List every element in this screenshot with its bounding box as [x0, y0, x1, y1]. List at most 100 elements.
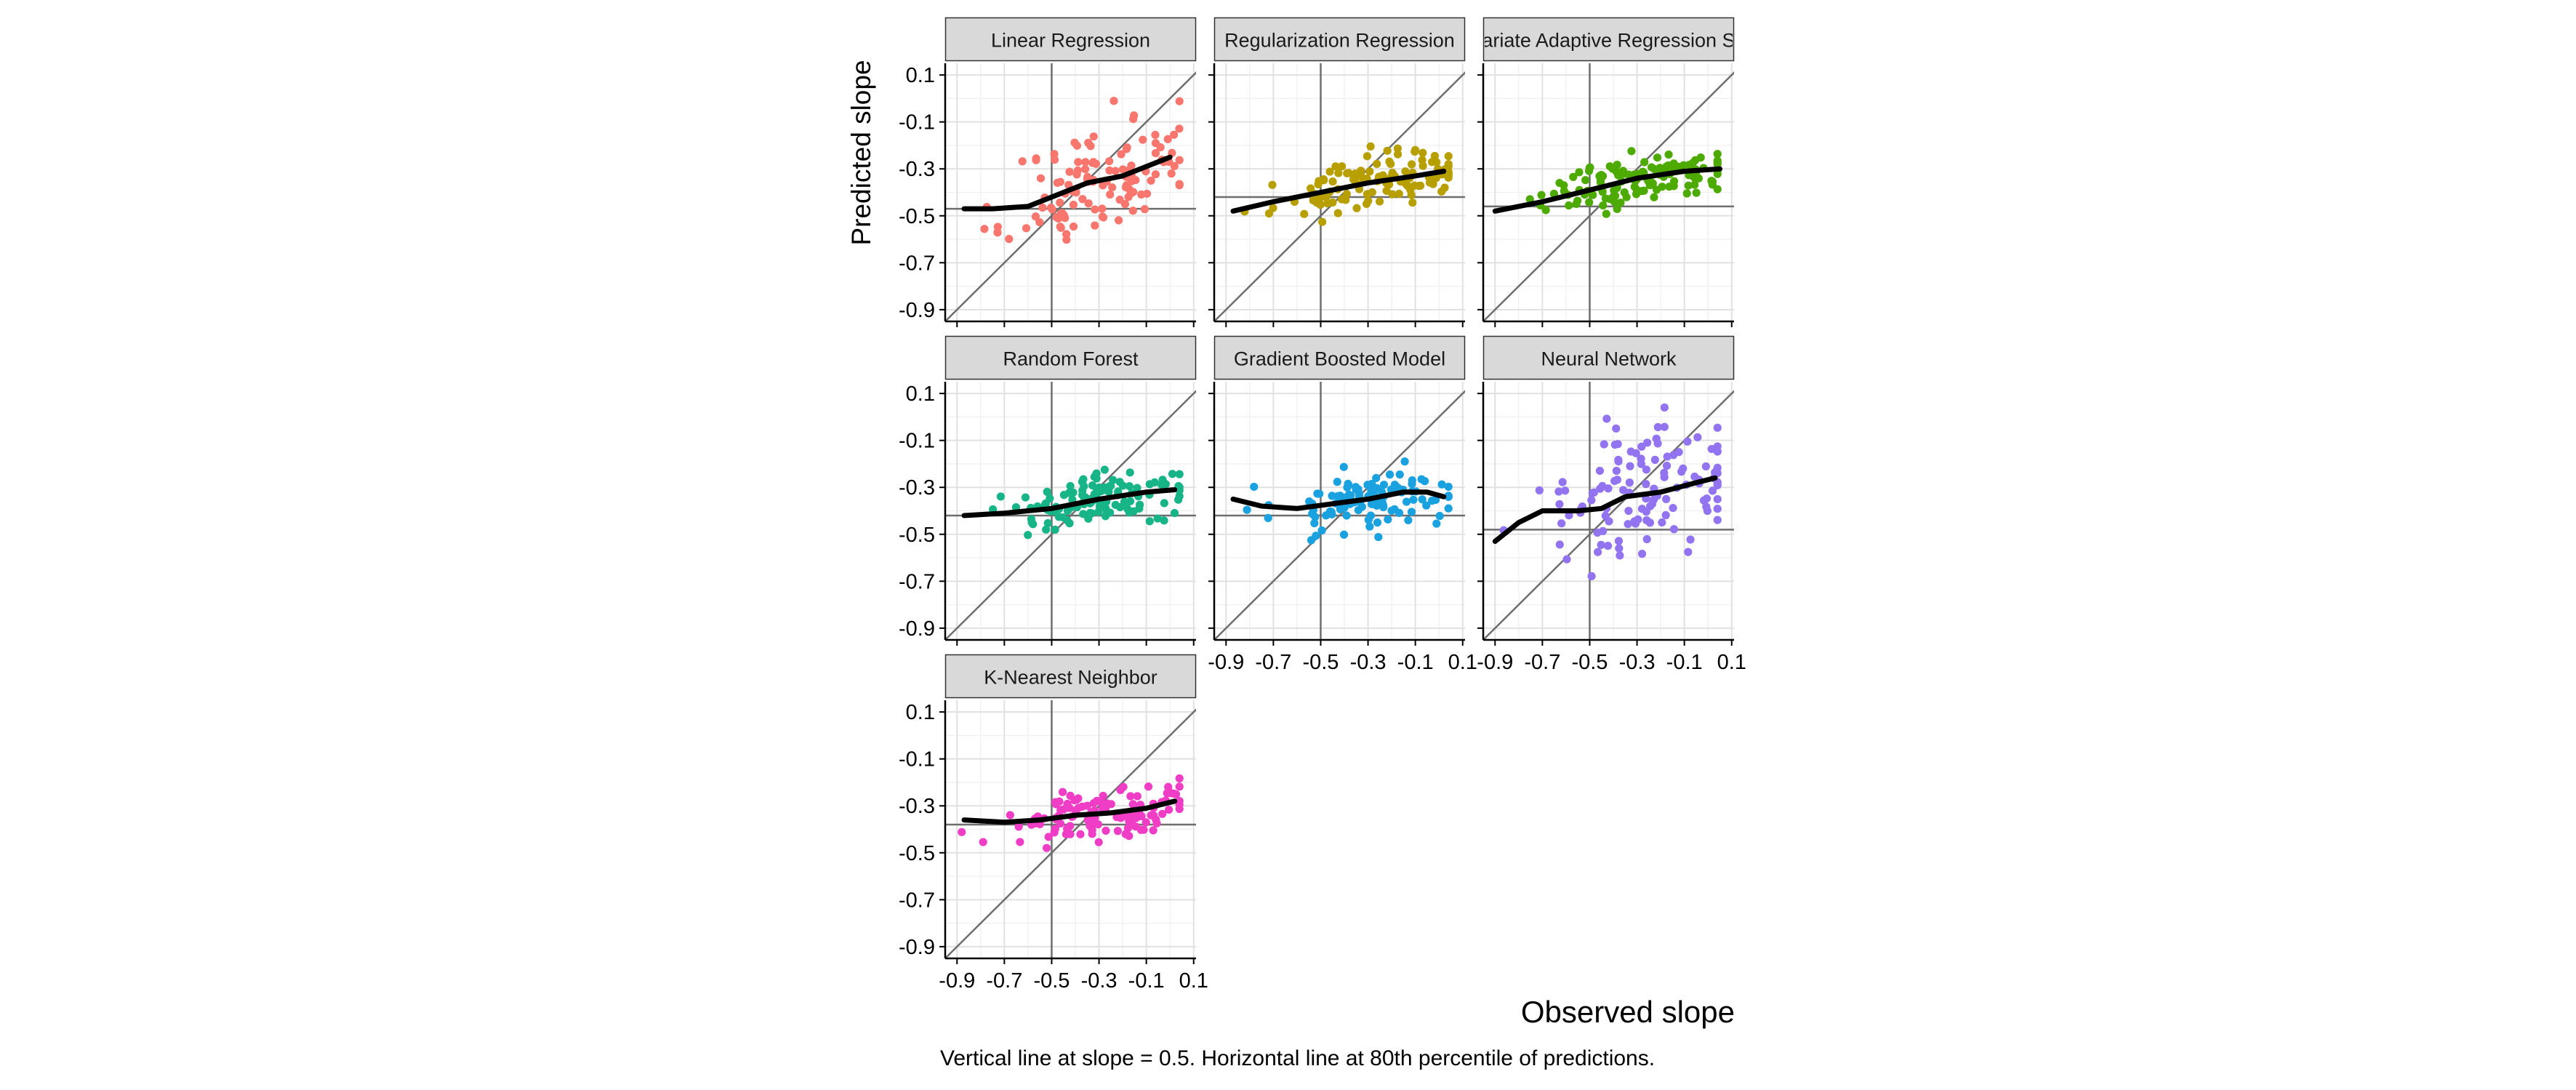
data-point	[1318, 217, 1327, 226]
data-point	[1059, 491, 1069, 500]
data-point	[1149, 826, 1157, 835]
data-point	[1160, 499, 1168, 508]
data-point	[1115, 216, 1123, 225]
data-point	[1713, 158, 1722, 167]
data-point	[1713, 442, 1722, 451]
data-point	[1385, 157, 1394, 166]
data-point	[1084, 199, 1093, 208]
data-point	[1164, 788, 1173, 798]
x-tick-label: -0.1	[1397, 651, 1434, 674]
data-point	[1684, 181, 1693, 190]
data-point	[1665, 183, 1674, 191]
data-point	[1094, 820, 1103, 829]
data-point	[1653, 422, 1662, 432]
data-point	[1444, 504, 1453, 513]
data-point	[1605, 162, 1614, 171]
data-point	[1352, 204, 1361, 212]
data-point	[1573, 196, 1582, 205]
identity-line	[945, 708, 1196, 958]
data-point	[1565, 201, 1573, 210]
data-point	[1065, 167, 1074, 176]
data-point	[1610, 191, 1620, 200]
x-tick-label: -0.9	[1208, 651, 1244, 674]
data-point	[1310, 518, 1319, 528]
data-point	[1165, 805, 1173, 814]
data-point	[1432, 519, 1441, 528]
y-tick-label: -0.7	[899, 252, 935, 275]
data-point	[1402, 497, 1411, 506]
data-point	[1175, 804, 1184, 814]
data-point	[1084, 138, 1093, 147]
data-point	[1062, 230, 1071, 239]
data-point	[1141, 818, 1150, 827]
data-point	[1637, 460, 1646, 468]
data-point	[1091, 221, 1099, 230]
data-point	[1170, 161, 1179, 170]
data-point	[1366, 481, 1375, 489]
data-point	[1713, 505, 1722, 513]
x-tick-label: 0.1	[1448, 651, 1477, 674]
data-point	[1099, 486, 1107, 494]
data-point	[1614, 457, 1623, 466]
data-point	[1702, 502, 1711, 511]
data-point	[1327, 508, 1336, 516]
data-point	[1094, 838, 1103, 846]
data-point	[1637, 505, 1647, 513]
data-point	[1117, 150, 1126, 159]
data-point	[1175, 782, 1184, 791]
data-point	[1422, 501, 1431, 510]
data-point	[1333, 209, 1342, 217]
data-point	[1593, 528, 1602, 537]
data-point	[1268, 180, 1277, 189]
data-point	[1338, 162, 1347, 171]
data-point	[1417, 475, 1426, 484]
data-point	[1124, 193, 1133, 201]
data-point	[1444, 482, 1453, 492]
data-point	[1384, 515, 1392, 524]
data-point	[1688, 159, 1697, 167]
data-point	[1088, 481, 1097, 490]
data-point	[1711, 468, 1720, 477]
y-tick-label: -0.9	[899, 299, 935, 322]
x-tick-label: -0.1	[1128, 969, 1165, 993]
data-point	[1598, 172, 1608, 180]
data-point	[1063, 516, 1072, 525]
data-point	[1382, 186, 1391, 195]
data-point	[1317, 526, 1326, 535]
data-point	[1393, 144, 1402, 153]
data-point	[1603, 542, 1613, 550]
data-point	[1613, 160, 1621, 169]
x-tick-label: 0.1	[1179, 969, 1208, 993]
data-point	[1309, 195, 1318, 204]
data-point	[1642, 516, 1651, 525]
data-point	[1645, 502, 1655, 510]
data-point	[1674, 448, 1683, 457]
y-tick-label: -0.5	[899, 524, 935, 547]
data-point	[1145, 480, 1154, 489]
data-point	[1084, 514, 1093, 523]
data-point	[1078, 195, 1087, 204]
x-tick-label: 0.1	[1717, 651, 1746, 674]
data-point	[1669, 525, 1679, 534]
facet-panel: K-Nearest Neighbor 0.1 -0.1 -0.3 -0.5 -0.7 -0.…	[899, 654, 1208, 993]
data-point	[1339, 462, 1348, 471]
data-point	[1379, 481, 1389, 489]
data-point	[1664, 150, 1673, 159]
data-point	[1584, 167, 1594, 175]
data-point	[1701, 462, 1710, 471]
data-point	[1147, 811, 1155, 819]
data-point	[1021, 493, 1030, 502]
data-point	[1669, 177, 1679, 185]
data-point	[1352, 483, 1360, 492]
data-point	[1407, 508, 1416, 516]
data-point	[1416, 181, 1425, 190]
data-point	[1031, 212, 1040, 221]
data-point	[1444, 169, 1453, 177]
data-point	[1116, 785, 1125, 795]
data-point	[1108, 183, 1117, 192]
figure-caption: Vertical line at slope = 0.5. Horizontal…	[940, 1046, 1656, 1070]
data-point	[1660, 422, 1669, 431]
smooth-line	[961, 798, 1178, 825]
data-point	[1604, 484, 1613, 493]
data-point	[1444, 492, 1453, 501]
